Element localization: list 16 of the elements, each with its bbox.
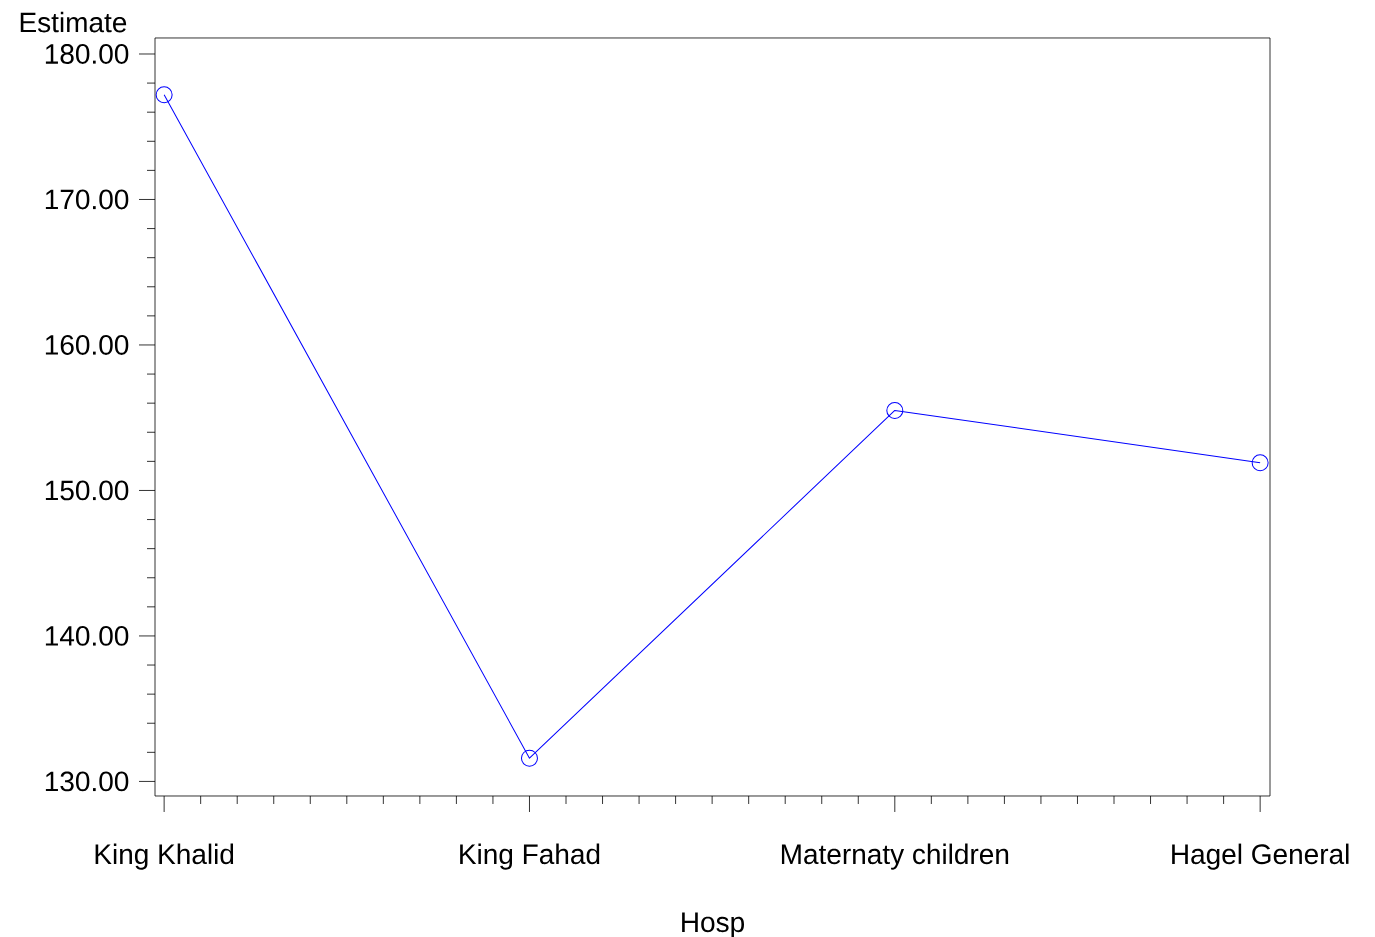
- y-tick-label: 150.00: [45, 480, 129, 501]
- point: [520, 749, 538, 767]
- y-tick-label: 130.00: [45, 771, 129, 792]
- point: [155, 86, 173, 104]
- x-axis-title: Hosp: [682, 912, 744, 937]
- x-tick-label: King Khalid: [95, 843, 234, 870]
- y-tick-label: 160.00: [45, 335, 129, 355]
- y-tick-label: 170.00: [45, 189, 129, 210]
- x-tick-label: King Fahad: [460, 843, 600, 870]
- y-tick-label: 140.00: [45, 626, 129, 646]
- x-tick-label: Hagel General: [1172, 843, 1349, 870]
- point: [1251, 454, 1269, 472]
- x-tick-label: Maternaty children: [781, 843, 1009, 870]
- y-axis-title: Estimate: [20, 11, 127, 33]
- y-tick-label: 180.00: [45, 44, 129, 64]
- point: [886, 401, 904, 419]
